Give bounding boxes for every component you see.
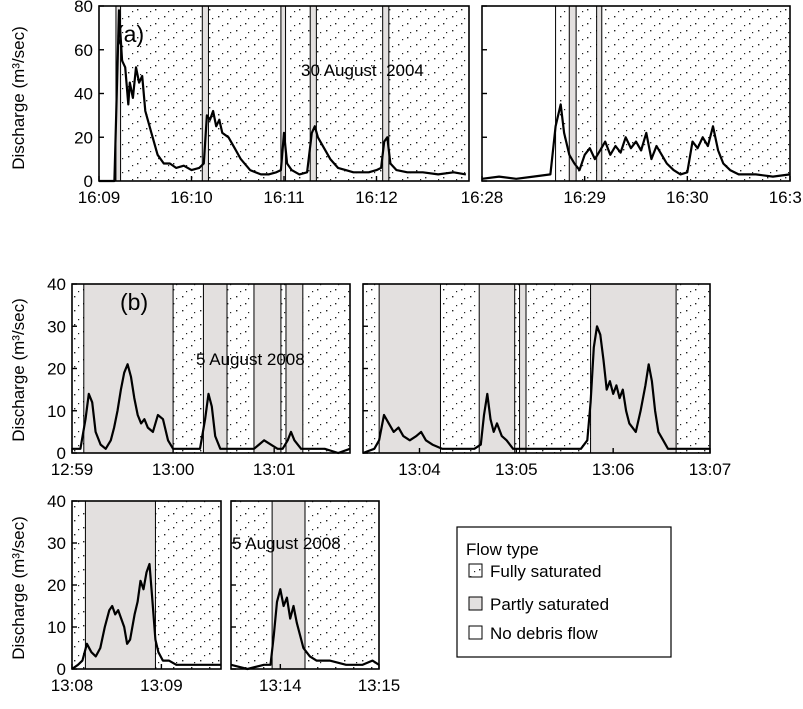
region-partly-saturated <box>203 284 228 453</box>
x-tick-label: 13:06 <box>592 460 635 479</box>
region-partly-saturated <box>379 284 441 453</box>
x-tick-label: 16:11 <box>263 188 304 207</box>
region-fully-saturated <box>440 284 480 453</box>
panel-a-label: (a) <box>116 21 144 47</box>
region-fully-saturated <box>285 6 311 181</box>
legend-swatch-partly <box>468 596 483 611</box>
x-tick-label: 16:10 <box>170 188 213 207</box>
region-fully-saturated <box>388 6 469 181</box>
region-partly-saturated <box>253 284 281 453</box>
y-tick-label: 40 <box>47 275 66 294</box>
y-tick-label: 30 <box>47 317 66 336</box>
x-tick-label: 13:14 <box>259 676 302 695</box>
region-partly-saturated <box>569 6 577 181</box>
region-partly-saturated <box>202 6 209 181</box>
date-b2: 5 August 2008 <box>232 534 341 553</box>
region-partly-saturated <box>596 6 602 181</box>
legend-swatch-fully-dots <box>469 564 482 577</box>
ylabel-c: Discharge (m³/sec) <box>9 516 28 660</box>
y-tick-label: 0 <box>84 172 93 191</box>
y-tick-label: 20 <box>47 360 66 379</box>
x-tick-label: 13:00 <box>152 460 195 479</box>
region-partly-saturated <box>285 284 303 453</box>
region-fully-saturated <box>302 284 350 453</box>
x-tick-label: 13:15 <box>358 676 401 695</box>
region-fully-saturated <box>155 501 221 669</box>
y-tick-label: 60 <box>74 41 93 60</box>
region-partly-saturated <box>382 6 389 181</box>
x-tick-label: 16:12 <box>355 188 398 207</box>
region-fully-saturated <box>173 284 204 453</box>
region-fully-saturated <box>555 6 570 181</box>
legend-label-partly: Partly saturated <box>490 595 609 614</box>
region-partly-saturated <box>280 6 286 181</box>
discharge-line <box>230 588 380 671</box>
region-fully-saturated <box>514 284 520 453</box>
region-fully-saturated <box>576 6 597 181</box>
region-partly-saturated <box>115 6 121 181</box>
x-tick-label: 13:01 <box>253 460 296 479</box>
region-partly-saturated <box>479 284 515 453</box>
y-tick-label: 0 <box>57 444 66 463</box>
date-b: 5 August 2008 <box>196 350 305 369</box>
legend-label-none: No debris flow <box>490 624 598 643</box>
x-tick-label: 13:09 <box>140 676 183 695</box>
region-fully-saturated <box>676 284 710 453</box>
x-tick-label: 13:05 <box>495 460 538 479</box>
y-tick-label: 10 <box>47 402 66 421</box>
region-partly-saturated <box>310 6 317 181</box>
y-tick-label: 30 <box>47 534 66 553</box>
y-tick-label: 0 <box>57 660 66 679</box>
y-tick-label: 40 <box>47 492 66 511</box>
region-fully-saturated <box>526 284 591 453</box>
discharge-line <box>72 363 351 455</box>
y-tick-label: 40 <box>74 85 93 104</box>
x-tick-label: 16:28 <box>461 188 504 207</box>
y-tick-label: 20 <box>74 128 93 147</box>
legend-title: Flow type <box>466 540 539 559</box>
x-tick-label: 16:09 <box>78 188 121 207</box>
region-fully-saturated <box>227 284 254 453</box>
date-a: 30 August 2004 <box>301 61 424 80</box>
y-tick-label: 10 <box>47 618 66 637</box>
x-tick-label: 13:04 <box>398 460 441 479</box>
chart-c1: 13:08 13:09 0 10 20 30 40 <box>47 492 222 695</box>
y-tick-label: 80 <box>74 0 93 16</box>
region-fully-saturated <box>305 501 379 669</box>
ylabel-b: Discharge (m³/sec) <box>9 298 28 442</box>
region-fully-saturated <box>280 284 286 453</box>
region-partly-saturated <box>272 501 305 669</box>
chart-b2: 13:04 13:05 13:06 13:07 <box>362 283 732 479</box>
discharge-line <box>71 562 221 670</box>
x-tick-label: 16:30 <box>666 188 709 207</box>
chart-b1: 12:59 13:00 13:01 0 10 20 30 40 <box>47 275 351 479</box>
x-tick-label: 16:29 <box>563 188 606 207</box>
legend-box <box>456 526 672 658</box>
x-tick-label: 12:59 <box>51 460 94 479</box>
chart-a1: 16:09 16:10 16:11 16:12 0 20 40 60 80 <box>74 0 470 207</box>
ylabel-a: Discharge (m³/sec) <box>9 26 28 170</box>
region-fully-saturated <box>72 284 84 453</box>
region-fully-saturated <box>231 501 273 669</box>
chart-c2: 13:14 13:15 <box>230 500 401 695</box>
region-fully-saturated <box>208 6 281 181</box>
legend-swatch-none <box>468 625 483 640</box>
x-tick-label: 13:08 <box>51 676 94 695</box>
discharge-line <box>99 9 467 183</box>
legend-label-fully: Fully saturated <box>490 562 602 581</box>
region-fully-saturated <box>601 6 790 181</box>
panel-b-label: (b) <box>120 289 148 315</box>
discharge-line <box>481 103 791 180</box>
region-fully-saturated <box>316 6 383 181</box>
legend: Flow type Fully saturated Partly saturat… <box>456 526 672 658</box>
discharge-line <box>362 325 710 455</box>
chart-a2: 16:28 16:29 16:30 16:31 <box>461 5 803 207</box>
y-tick-label: 20 <box>47 576 66 595</box>
region-partly-saturated <box>519 284 527 453</box>
x-tick-label: 16:31 <box>769 188 803 207</box>
x-tick-label: 13:07 <box>689 460 732 479</box>
